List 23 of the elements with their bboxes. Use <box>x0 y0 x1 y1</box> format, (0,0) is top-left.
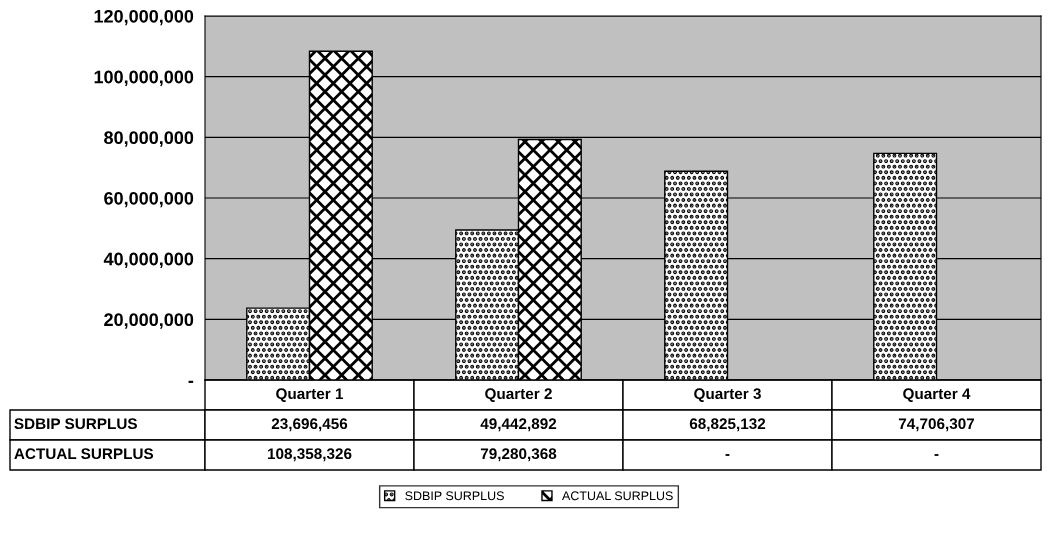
data-label: 79,280,368 <box>480 448 557 462</box>
data-label: 74,706,307 <box>898 418 975 432</box>
y-tick-label: 40,000,000 <box>103 252 194 268</box>
y-tick-label: 20,000,000 <box>104 313 194 329</box>
text: - <box>934 454 939 456</box>
data-label: 68,825,132 <box>689 418 766 432</box>
y-tick-label: 100,000,000 <box>94 70 194 86</box>
y-tick-label: - <box>188 380 194 383</box>
y-tick-label: 80,000,000 <box>104 131 194 147</box>
x-tick-label: Quarter 2 <box>485 388 552 402</box>
legend-label: ACTUAL SURPLUS <box>562 491 673 501</box>
y-tick-label: 120,000,000 <box>94 9 194 26</box>
y-tick-label: 60,000,000 <box>104 191 194 208</box>
x-tick-label: Quarter 4 <box>903 388 971 402</box>
data-label: 108,358,326 <box>267 448 352 462</box>
text: ACTUAL SURPLUS <box>14 448 154 460</box>
data-label: 23,696,456 <box>271 418 348 432</box>
data-label: 49,442,892 <box>480 418 557 432</box>
x-tick-label: Quarter 3 <box>694 388 761 402</box>
text: SDBIP SURPLUS <box>14 418 137 430</box>
legend-label: SDBIP SURPLUS <box>405 491 504 501</box>
x-tick-label: Quarter 1 <box>276 388 344 402</box>
text: - <box>725 454 730 456</box>
